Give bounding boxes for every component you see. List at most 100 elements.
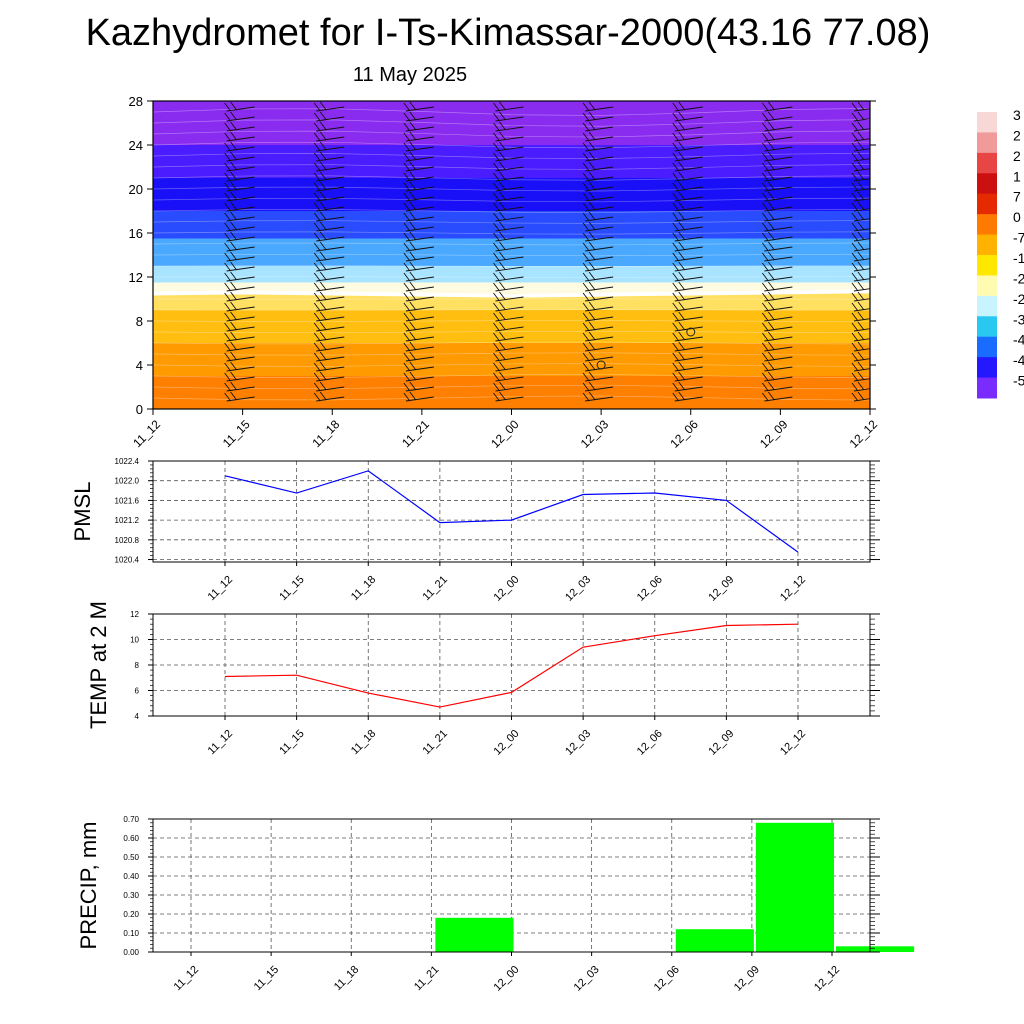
colorbar-label: 2: [1013, 148, 1021, 164]
wind-barb: [313, 321, 345, 332]
wind-barb: [851, 361, 870, 372]
x-tick-label: 11_15: [252, 964, 282, 994]
wind-barb: [493, 271, 524, 282]
wind-barb: [762, 381, 793, 392]
wind-barb: [672, 371, 703, 382]
wind-barb: [672, 361, 703, 372]
wind-barb: [762, 251, 793, 262]
colorbar-swatch: [977, 357, 997, 379]
wind-barb: [493, 151, 524, 162]
precip-bar: [755, 822, 835, 952]
wind-barb: [851, 321, 870, 332]
wind-barb: [403, 211, 434, 222]
wind-barb: [313, 271, 345, 282]
wind-barb: [493, 201, 524, 212]
y-tick-label: 0.00: [123, 948, 139, 957]
contour-line: [153, 253, 870, 257]
wind-barb: [851, 191, 870, 202]
colorbar-label: -5: [1013, 373, 1024, 389]
colorbar-label: -2: [1013, 291, 1024, 307]
wind-barb: [493, 371, 524, 382]
contour-line: [153, 220, 870, 224]
wind-barb: [582, 301, 614, 312]
wind-barb: [403, 331, 434, 342]
x-tick-label: 11_21: [399, 417, 432, 450]
calm-marker: [596, 360, 606, 370]
wind-barb: [582, 281, 614, 292]
wind-barb: [582, 391, 614, 402]
contour-line: [153, 197, 870, 203]
wind-barb: [672, 101, 703, 112]
x-tick-label: 12_09: [706, 728, 736, 758]
y-tick-label: 0.60: [123, 834, 139, 843]
colorbar-label: 3: [1013, 107, 1021, 123]
wind-barb: [493, 391, 524, 402]
wind-barb: [762, 261, 793, 272]
y-tick-label: 1022.0: [115, 477, 140, 486]
wind-barb: [224, 211, 255, 222]
wind-barb: [493, 221, 524, 232]
section-band: [153, 293, 870, 310]
y-tick-label: 12: [130, 610, 139, 619]
y-tick-label: 6: [135, 687, 140, 696]
wind-barb: [313, 361, 345, 372]
wind-barb: [493, 341, 524, 352]
wind-barb: [582, 381, 614, 392]
wind-barb: [403, 271, 434, 282]
wind-barb: [403, 321, 434, 332]
wind-barb: [672, 261, 703, 272]
wind-barb: [672, 211, 703, 222]
colorbar: 3 2 2 1 7 0 -7 -1 -2 -2 -3 -4 -4 -5: [977, 107, 1024, 399]
section-fill: [153, 101, 870, 409]
precip-bar: [435, 917, 514, 952]
x-tick-label: 12_12: [778, 728, 808, 758]
wind-barb: [582, 251, 614, 262]
wind-barb: [582, 341, 614, 352]
wind-barb: [851, 121, 870, 132]
wind-barb: [224, 151, 255, 162]
contour-line: [153, 352, 870, 356]
colorbar-label: 0: [1013, 209, 1021, 225]
wind-barb: [851, 161, 870, 172]
wind-barb: [851, 141, 870, 152]
wind-barb: [224, 371, 255, 382]
wind-barb: [762, 111, 793, 122]
x-tick-label: 11_15: [277, 574, 307, 604]
wind-barb: [313, 121, 345, 132]
contour-line: [153, 175, 870, 181]
wind-barb: [851, 281, 870, 292]
x-tick-label: 12_12: [847, 417, 881, 451]
wind-barb: [851, 111, 870, 122]
wind-barb: [313, 101, 345, 112]
wind-barb: [224, 131, 255, 142]
wind-barb: [672, 301, 703, 312]
wind-barb: [582, 121, 614, 132]
wind-barb: [493, 281, 524, 292]
wind-barb: [313, 371, 345, 382]
y-tick-label: 24: [129, 138, 143, 153]
wind-barb: [762, 271, 793, 282]
x-tick-label: 11_18: [349, 728, 379, 758]
wind-barb: [851, 271, 870, 282]
wind-barb: [313, 211, 345, 222]
x-tick-label: 12_00: [492, 964, 522, 994]
y-tick-label: 1020.8: [115, 536, 140, 545]
wind-barb: [762, 201, 793, 212]
colorbar-swatch: [977, 234, 997, 256]
wind-barb: [762, 351, 793, 362]
section-band: [153, 211, 870, 239]
y-axis-label: PMSL: [70, 482, 95, 542]
y-tick-label: 10: [130, 636, 139, 645]
x-tick-label: 11_18: [332, 964, 362, 994]
y-axis-label: TEMP at 2 M: [86, 601, 111, 729]
wind-barb: [403, 111, 434, 122]
y-tick-label: 0.40: [123, 872, 139, 881]
contour-line: [153, 320, 870, 322]
wind-barb: [313, 151, 345, 162]
wind-barb: [582, 171, 614, 182]
wind-barb: [493, 121, 524, 132]
wind-barb: [851, 231, 870, 242]
y-tick-label: 20: [129, 182, 143, 197]
colorbar-label: -2: [1013, 270, 1024, 286]
wind-barb: [851, 261, 870, 272]
